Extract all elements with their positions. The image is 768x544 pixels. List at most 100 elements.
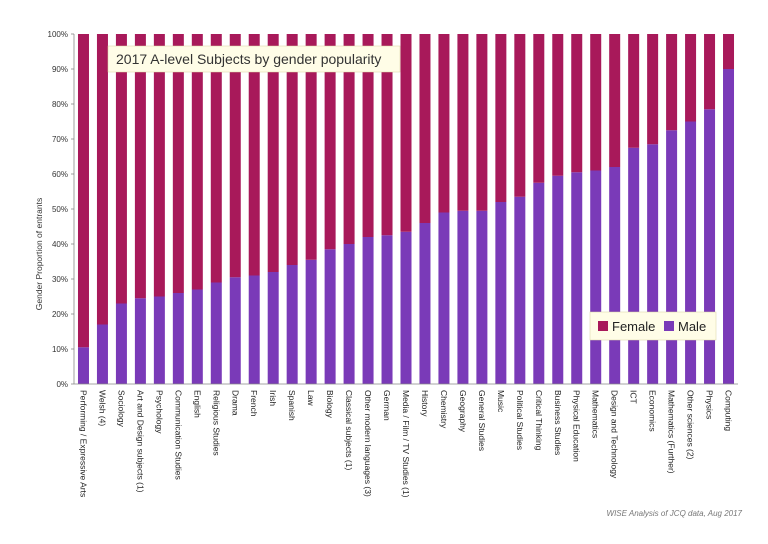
bar-female [476, 34, 488, 211]
bar-male [628, 147, 640, 384]
x-tick-label: Design and Technology [610, 390, 620, 479]
legend-label-female: Female [612, 319, 655, 334]
bar-male [324, 249, 336, 384]
bar-female [609, 34, 621, 167]
bar-male [590, 170, 602, 384]
x-tick-label: Drama [230, 390, 240, 416]
bar-female [210, 34, 222, 283]
bar-male [685, 121, 697, 384]
x-tick-label: Business Studies [553, 390, 563, 455]
bar-male [210, 282, 222, 384]
x-tick-label: Sociology [116, 390, 126, 428]
bar-female [324, 34, 336, 250]
x-tick-label: ICT [629, 390, 639, 404]
y-tick-label: 40% [52, 240, 68, 249]
bar-male [96, 324, 108, 384]
bar-female [457, 34, 469, 211]
x-tick-label: Other modern languages (3) [363, 390, 373, 497]
y-tick-label: 50% [52, 205, 68, 214]
bar-female [495, 34, 507, 202]
y-tick-label: 10% [52, 345, 68, 354]
bar-male [514, 196, 526, 384]
bar-male [286, 265, 298, 384]
legend-swatch-female [598, 321, 608, 331]
chart-title: 2017 A-level Subjects by gender populari… [116, 51, 381, 67]
x-tick-label: Psychology [154, 390, 164, 434]
x-tick-label: German [382, 390, 392, 421]
x-tick-label: Performing / Expressive Arts [78, 390, 88, 497]
bar-female [267, 34, 279, 272]
y-tick-label: 0% [56, 380, 68, 389]
x-tick-label: General Studies [477, 390, 487, 451]
bar-male [153, 296, 165, 384]
x-tick-label: Communication Studies [173, 390, 183, 480]
x-tick-label: Critical Thinking [534, 390, 544, 451]
bar-male [172, 293, 184, 384]
x-tick-label: Political Studies [515, 390, 525, 450]
bar-male [457, 210, 469, 384]
x-tick-label: Classical subjects (1) [344, 390, 354, 470]
bar-female [153, 34, 165, 297]
x-tick-label: Other sciences (2) [686, 390, 696, 460]
bar-female [666, 34, 678, 131]
legend-label-male: Male [678, 319, 706, 334]
bar-female [723, 34, 735, 69]
bar-male [362, 237, 374, 384]
x-tick-label: Art and Design subjects (1) [135, 390, 145, 493]
x-tick-label: Music [496, 390, 506, 413]
y-tick-label: 90% [52, 65, 68, 74]
bar-male [229, 277, 241, 384]
x-tick-label: English [192, 390, 202, 418]
source-note: WISE Analysis of JCQ data, Aug 2017 [607, 509, 743, 518]
x-tick-label: Mathematics [591, 390, 601, 438]
bar-female [571, 34, 583, 173]
bar-male [267, 272, 279, 384]
bar-female [704, 34, 716, 110]
bar-male [723, 69, 735, 384]
bar-male [115, 303, 127, 384]
x-tick-label: Spanish [287, 390, 297, 421]
bar-female [248, 34, 260, 276]
x-tick-label: Geography [458, 390, 468, 433]
x-tick-label: Mathematics (Further) [667, 390, 677, 474]
bar-female [381, 34, 393, 236]
bar-male [248, 275, 260, 384]
bar-female [362, 34, 374, 237]
y-axis-label: Gender Proportion of entrants [34, 198, 44, 310]
x-tick-label: Religious Studies [211, 390, 221, 456]
bar-female [419, 34, 431, 223]
x-tick-label: French [249, 390, 259, 417]
bar-female [628, 34, 640, 148]
bar-female [400, 34, 412, 232]
x-tick-label: Physical Education [572, 390, 582, 462]
bar-female [77, 34, 89, 348]
bar-male [495, 202, 507, 384]
bar-female [286, 34, 298, 265]
legend-swatch-male [664, 321, 674, 331]
x-tick-label: Media / Film / TV Studies (1) [401, 390, 411, 498]
bar-female [514, 34, 526, 197]
x-axis: Performing / Expressive Arts Welsh (4) Soc… [74, 383, 738, 498]
bar-female [685, 34, 697, 122]
bar-female [191, 34, 203, 290]
bar-male [571, 172, 583, 384]
bar-male [134, 298, 146, 384]
bar-male [419, 223, 431, 384]
y-tick-label: 30% [52, 275, 68, 284]
bar-male [381, 235, 393, 384]
bar-male [438, 212, 450, 384]
x-tick-label: History [420, 390, 430, 417]
x-tick-label: Economics [648, 390, 658, 432]
bar-female [305, 34, 317, 260]
bar-male [400, 231, 412, 384]
bar-male [704, 109, 716, 384]
bar-female [438, 34, 450, 213]
y-tick-label: 70% [52, 135, 68, 144]
bar-female [115, 34, 127, 304]
chart-title-box: 2017 A-level Subjects by gender populari… [107, 45, 401, 73]
x-tick-label: Chemistry [439, 390, 449, 429]
bar-female [590, 34, 602, 171]
y-tick-label: 20% [52, 310, 68, 319]
x-tick-label: Physics [705, 390, 715, 419]
